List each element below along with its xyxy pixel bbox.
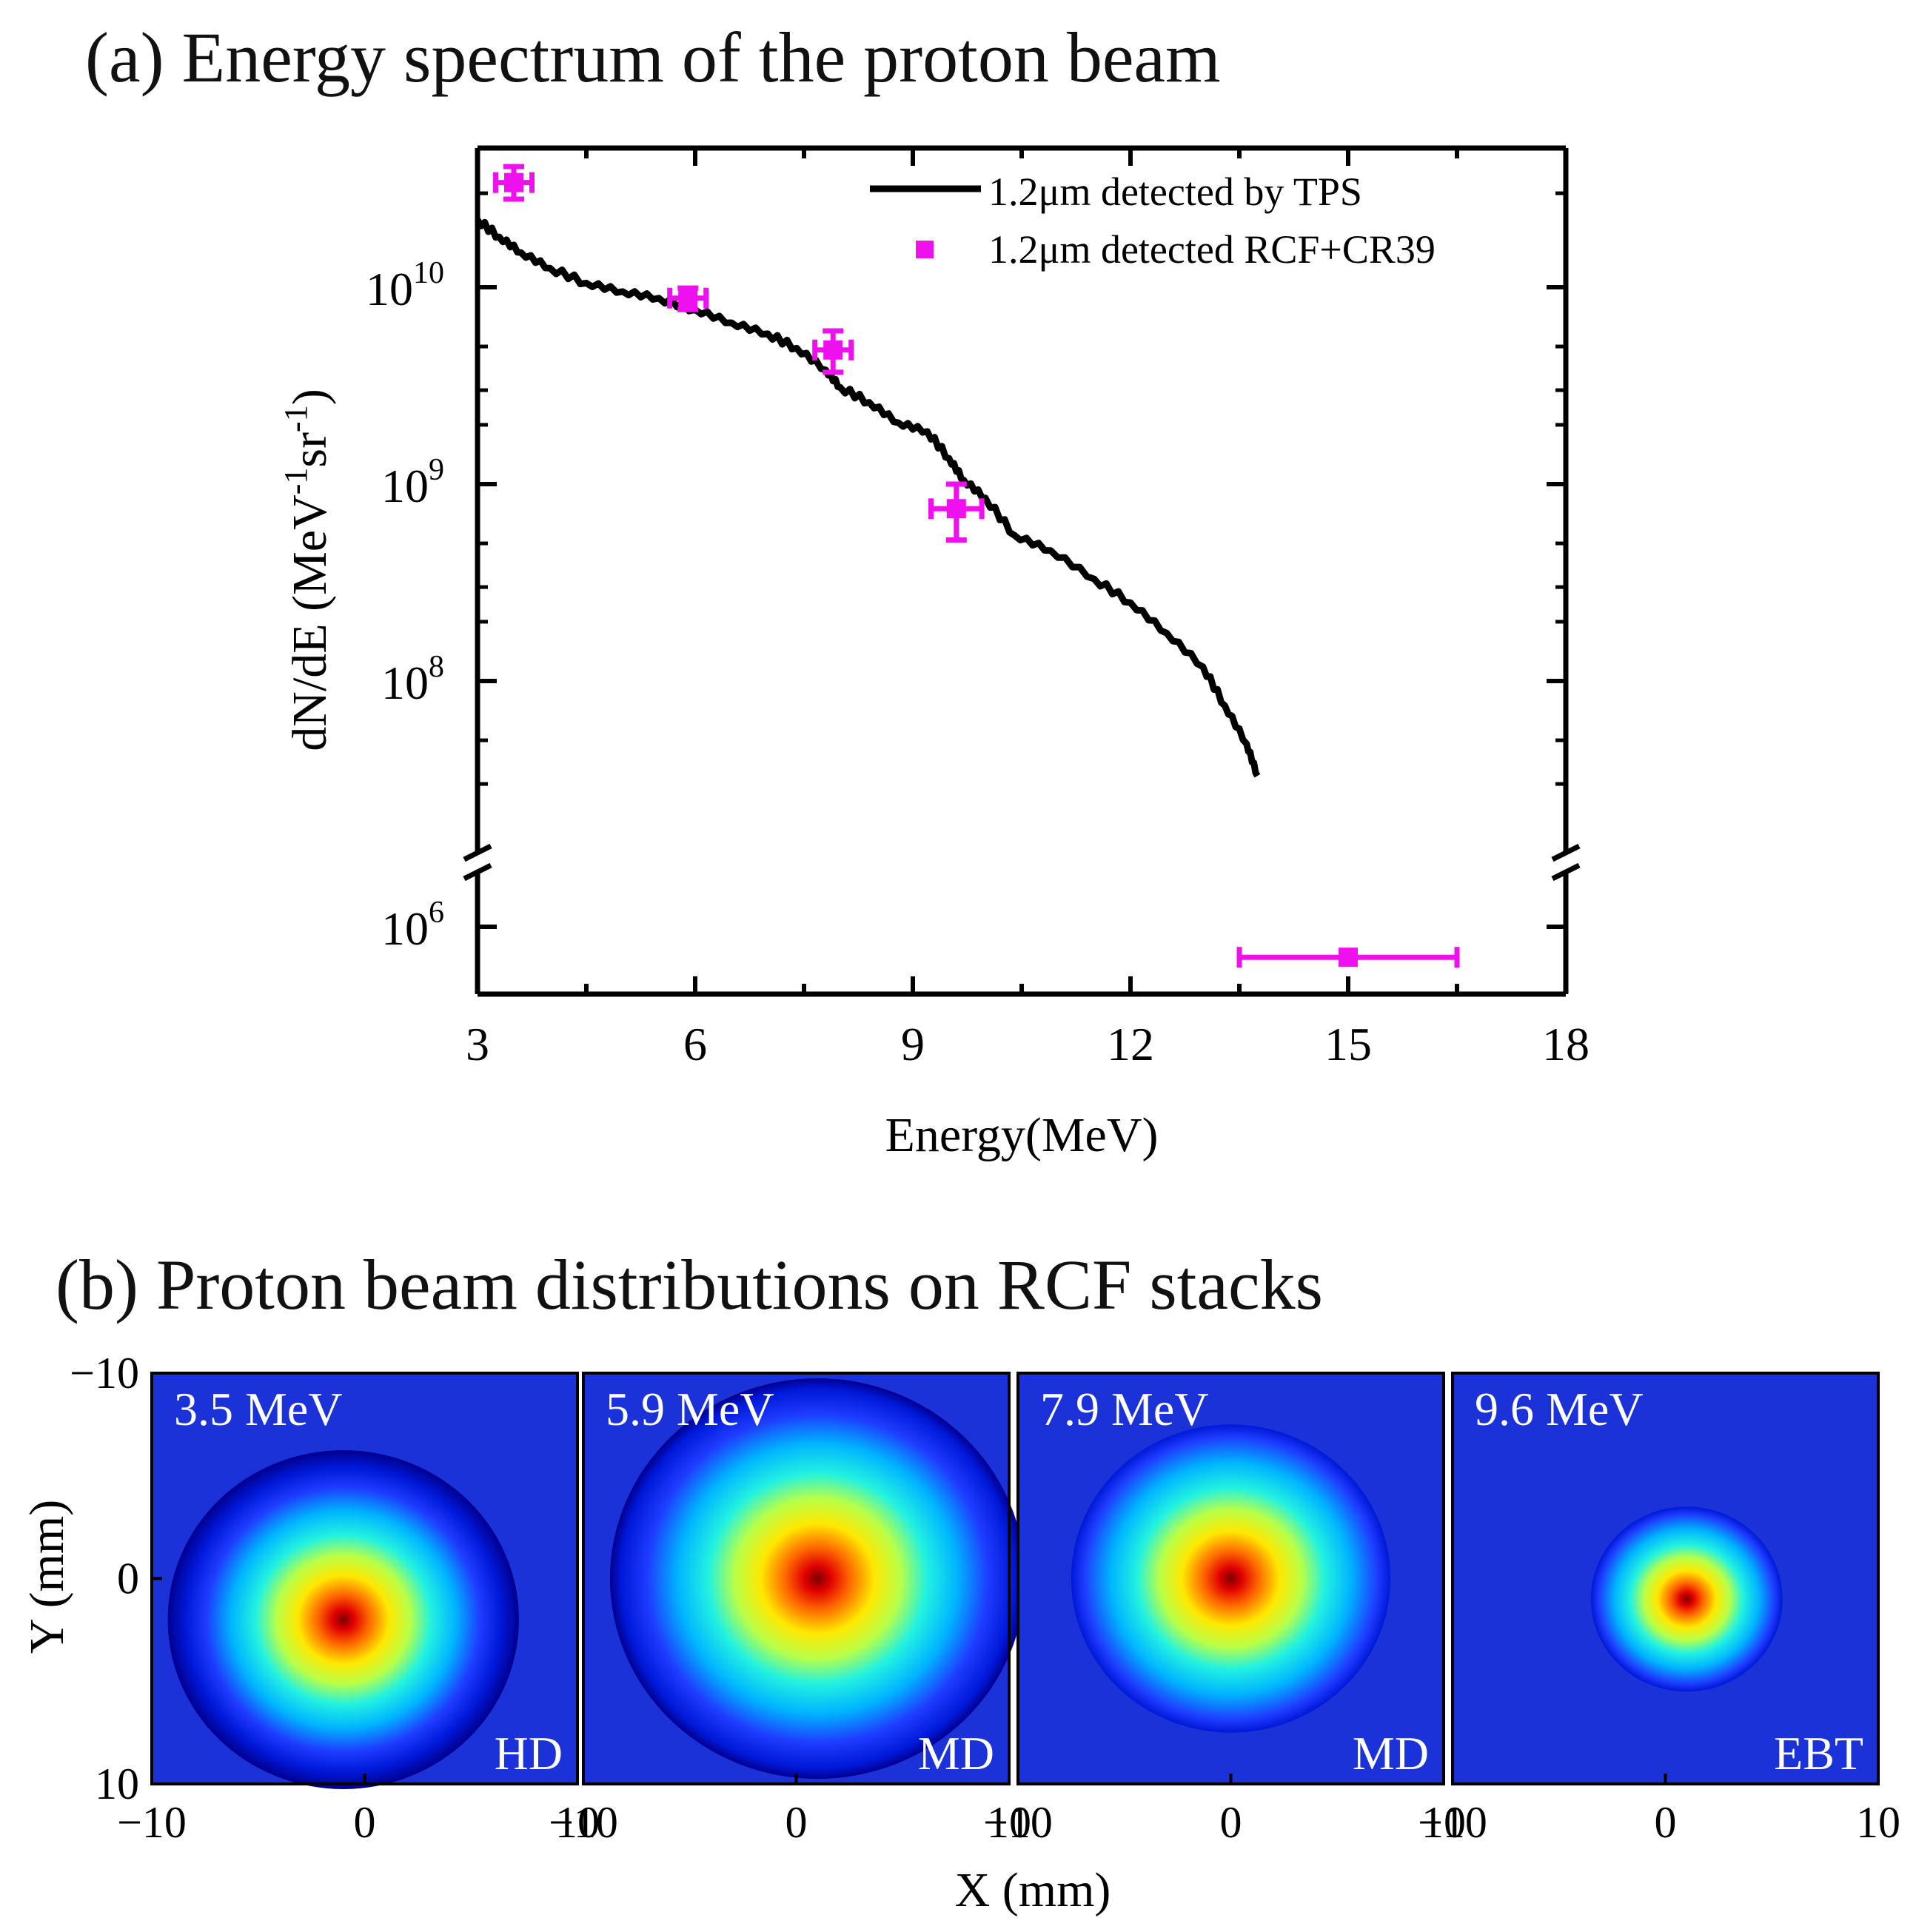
panel-y-axis-label: Y (mm)	[20, 1500, 74, 1654]
y-tick-exponent: 8	[429, 650, 444, 684]
panel-x-tick-label: 10	[555, 1798, 600, 1847]
x-axis-label: Energy(MeV)	[885, 1108, 1159, 1162]
rcf-marker	[823, 340, 843, 360]
panel-x-tick-label: 0	[1220, 1798, 1242, 1847]
panel-film-label: HD	[495, 1727, 563, 1780]
rcf-data-point	[928, 481, 985, 543]
axis-break-mark	[1551, 862, 1581, 882]
beam-spot	[1071, 1424, 1391, 1733]
panel-x-tick-label: 0	[354, 1798, 376, 1847]
panel-background	[1018, 1373, 1444, 1784]
panel-x-axis-label: X (mm)	[955, 1863, 1111, 1917]
panel-x-tick-label: −10	[1418, 1798, 1487, 1847]
y-axis-label-part: -1	[278, 468, 314, 495]
rcf-data-point	[667, 285, 709, 312]
axis-break-mark	[463, 843, 492, 862]
beam-spot	[1590, 1506, 1783, 1692]
y-tick-exponent: 6	[429, 896, 444, 930]
y-tick-base: 10	[381, 657, 429, 709]
panel-x-tick-label: 10	[987, 1798, 1031, 1847]
panel-energy-label: 9.6 MeV	[1475, 1383, 1644, 1435]
y-tick-label: 109	[381, 453, 444, 512]
rcf-data-point	[493, 164, 535, 202]
x-tick-label: 15	[1324, 1018, 1372, 1070]
rcf-marker	[504, 172, 523, 192]
panel-energy-label: 5.9 MeV	[606, 1383, 774, 1435]
y-tick-label: 108	[381, 650, 444, 709]
panel-background	[152, 1373, 577, 1784]
panel-x-tick-label: −10	[983, 1798, 1053, 1847]
x-tick-label: 9	[901, 1018, 925, 1070]
legend-label-rcf: 1.2μm detected RCF+CR39	[988, 227, 1436, 272]
tps-spectrum-line	[475, 218, 1261, 778]
panel-frame	[150, 1372, 579, 1785]
panel-x-tick-label: 0	[1655, 1798, 1677, 1847]
panel-film-label: EBT	[1774, 1727, 1863, 1780]
y-tick-exponent: 9	[429, 453, 444, 487]
panel-background	[583, 1373, 1009, 1784]
panel-x-tick-label: 10	[1856, 1798, 1900, 1847]
panel-y-tick-label: −10	[70, 1349, 139, 1398]
y-axis-label-part: sr	[283, 432, 337, 468]
panel-x-tick-label: 10	[1421, 1798, 1466, 1847]
panel-y-tick-label: 10	[95, 1760, 139, 1808]
rcf-marker	[946, 499, 966, 519]
panel-x-tick-label: 0	[786, 1798, 808, 1847]
rcf-data-point	[812, 328, 854, 375]
rcf-panel: 7.9 MeV MD −10 0 10	[983, 1372, 1466, 1847]
rcf-data-point	[1236, 947, 1460, 968]
beam-spot	[609, 1378, 1025, 1780]
y-tick-base: 10	[381, 902, 429, 955]
panel-frame	[1016, 1372, 1445, 1785]
x-tick-label: 18	[1542, 1018, 1590, 1070]
panel-x-tick-label: −10	[117, 1798, 187, 1847]
axis-break-mark	[1551, 843, 1581, 862]
y-axis-label: dN/dE (MeV-1sr-1)	[278, 389, 337, 751]
y-axis-label-part: dN/dE (MeV	[283, 494, 337, 751]
panel-y-tick-label: 0	[117, 1554, 139, 1603]
rcf-panel: 9.6 MeV EBT −10 0 10	[1418, 1372, 1900, 1847]
panel-energy-label: 3.5 MeV	[174, 1383, 343, 1435]
panel-background	[1453, 1373, 1878, 1784]
chart-b-title: (b) Proton beam distributions on RCF sta…	[56, 1245, 1323, 1324]
axis-break-mark	[463, 862, 492, 882]
rcf-panel: 3.5 MeV HD −10 0 10	[117, 1372, 600, 1847]
y-tick-label: 106	[381, 896, 444, 955]
panel-film-label: MD	[918, 1727, 994, 1780]
y-tick-label: 1010	[366, 256, 444, 315]
rcf-marker	[1339, 947, 1358, 967]
y-axis-label-part: )	[283, 389, 337, 405]
panel-frame	[1451, 1372, 1880, 1785]
chart-a-title: (a) Energy spectrum of the proton beam	[85, 18, 1221, 97]
x-tick-label: 12	[1107, 1018, 1154, 1070]
legend-label-tps: 1.2μm detected by TPS	[988, 170, 1362, 214]
rcf-marker	[678, 288, 698, 308]
x-tick-label: 6	[683, 1018, 707, 1070]
panel-energy-label: 7.9 MeV	[1040, 1383, 1209, 1435]
panel-x-tick-label: −10	[549, 1798, 618, 1847]
panel-film-label: MD	[1353, 1727, 1429, 1780]
legend-marker-swatch	[916, 241, 934, 258]
beam-spot	[167, 1450, 519, 1789]
y-tick-base: 10	[366, 263, 413, 315]
y-tick-exponent: 10	[413, 256, 444, 290]
panel-frame	[582, 1372, 1011, 1785]
x-tick-label: 3	[466, 1018, 489, 1070]
y-axis-label-part: -1	[278, 405, 314, 432]
rcf-panel: 5.9 MeV MD −10 0 10	[549, 1372, 1031, 1847]
y-tick-base: 10	[381, 460, 429, 512]
